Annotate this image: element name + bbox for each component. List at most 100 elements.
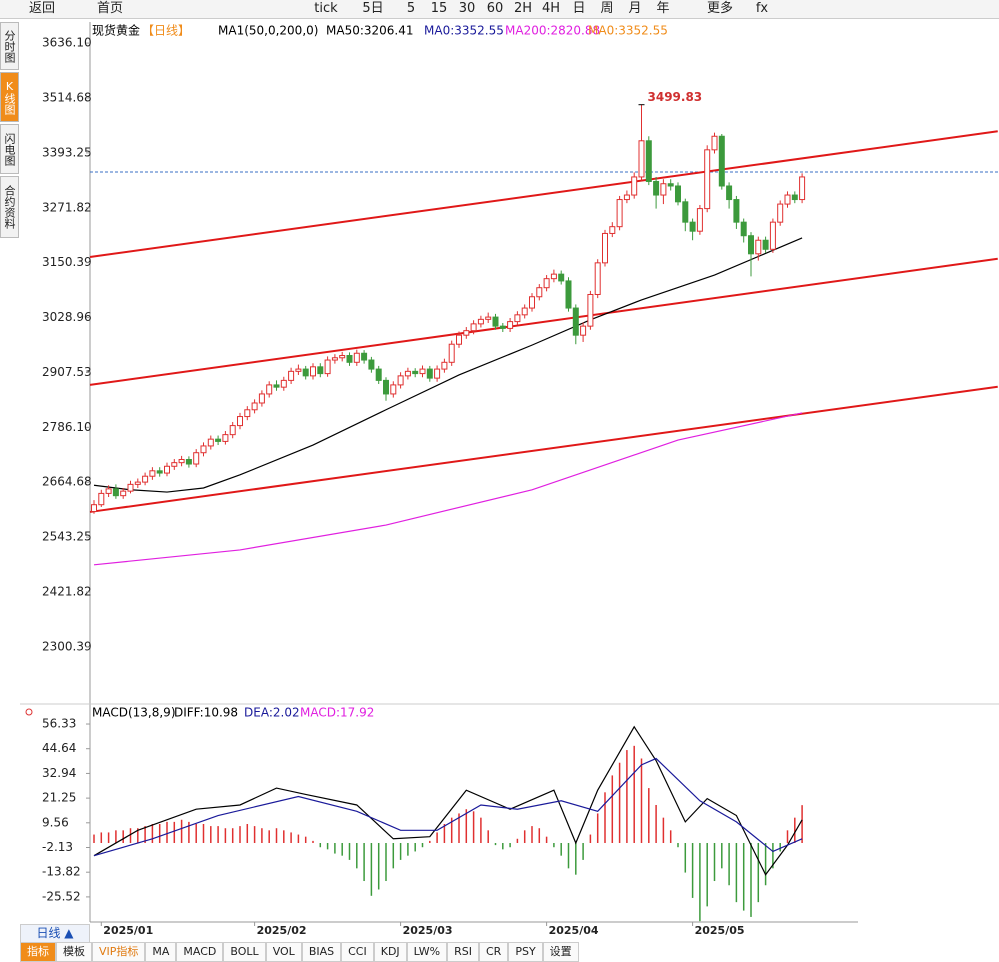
candle-body bbox=[434, 368, 441, 379]
candle-body bbox=[193, 452, 200, 465]
toolbar-button[interactable]: 30 bbox=[458, 1, 476, 16]
candle-body bbox=[339, 355, 346, 359]
candle-body bbox=[426, 368, 433, 379]
indicator-tab[interactable]: 设置 bbox=[542, 942, 579, 962]
y-tick-label: -2.13 bbox=[42, 840, 73, 854]
indicator-tab[interactable]: MA bbox=[145, 942, 177, 962]
candle-body bbox=[164, 465, 170, 474]
candle-body bbox=[726, 185, 733, 201]
chart-subtitle: 【日线】 bbox=[142, 24, 190, 38]
toolbar-button[interactable]: 5 bbox=[406, 1, 416, 16]
toolbar-button[interactable]: 更多 bbox=[706, 1, 733, 16]
toolbar-button[interactable]: 返回 bbox=[28, 1, 55, 16]
candle-body bbox=[237, 416, 243, 427]
candle-body bbox=[762, 239, 769, 250]
y-tick-label: 2664.68 bbox=[42, 475, 92, 489]
candle-body bbox=[733, 199, 740, 223]
y-tick-label: 3514.68 bbox=[42, 90, 92, 104]
toolbar-button[interactable]: 周 bbox=[600, 1, 614, 16]
candle-body bbox=[587, 293, 594, 327]
toolbar-button[interactable]: 2H bbox=[513, 1, 533, 16]
chart-title: 现货黄金 bbox=[92, 23, 140, 38]
sidebar-tab[interactable]: 闪电图 bbox=[0, 124, 19, 174]
candle-body bbox=[536, 287, 543, 298]
indicator-tab[interactable]: CR bbox=[479, 942, 509, 962]
sidebar-tab[interactable]: K线图 bbox=[0, 72, 19, 122]
candle-body bbox=[492, 316, 499, 327]
toolbar-button[interactable]: 5日 bbox=[362, 1, 384, 16]
indicator-tab[interactable]: LW% bbox=[406, 942, 448, 962]
candle-body bbox=[200, 445, 207, 454]
sidebar-tab[interactable]: 分时图 bbox=[0, 22, 19, 70]
chart: 3636.10 3514.68 3393.25 3271.82 3150.39 3028.… bbox=[20, 22, 999, 937]
toolbar-button[interactable]: 日 bbox=[572, 1, 586, 16]
y-tick-label: 2300.39 bbox=[42, 639, 92, 653]
y-tick-label: 9.56 bbox=[42, 815, 69, 829]
candle-body bbox=[558, 273, 565, 282]
candle-body bbox=[507, 321, 514, 329]
indicator-tab[interactable]: KDJ bbox=[373, 942, 407, 962]
indicator-tab[interactable]: RSI bbox=[447, 942, 479, 962]
candle-body bbox=[317, 366, 324, 375]
candle-body bbox=[594, 262, 601, 295]
candle-body bbox=[156, 470, 163, 474]
candle-body bbox=[412, 370, 419, 375]
candle-body bbox=[404, 370, 411, 377]
macd-line bbox=[93, 757, 803, 857]
candle-body bbox=[667, 183, 674, 187]
legend-entry: MA0:3352.55 bbox=[424, 24, 504, 38]
indicator-tab[interactable]: BOLL bbox=[223, 942, 266, 962]
candle-body bbox=[258, 393, 265, 404]
candle-body bbox=[375, 368, 382, 381]
legend-entry: DEA:2.02 bbox=[244, 706, 300, 720]
macd-line bbox=[93, 725, 803, 876]
candle-body bbox=[441, 361, 448, 370]
candle-body bbox=[244, 409, 251, 418]
indicator-tab[interactable]: MACD bbox=[176, 942, 224, 962]
indicator-tab[interactable]: 指标 bbox=[20, 942, 56, 962]
candle-body bbox=[456, 334, 462, 345]
indicator-label: MA1(50,0,200,0) bbox=[218, 24, 318, 38]
legend-entry: MA0:3352.55 bbox=[588, 24, 668, 38]
x-tick-label: 2025/05 bbox=[695, 924, 745, 937]
candle-body bbox=[718, 135, 725, 187]
indicator-tab[interactable]: CCI bbox=[341, 942, 374, 962]
candle-body bbox=[463, 330, 470, 336]
toolbar-button[interactable]: 月 bbox=[628, 1, 642, 16]
toolbar-button[interactable]: 首页 bbox=[96, 1, 123, 16]
toolbar-button[interactable]: 年 bbox=[656, 1, 670, 16]
candle-body bbox=[653, 180, 660, 196]
indicator-tab[interactable]: PSY bbox=[508, 942, 543, 962]
indicator-tabs: 指标 模板 VIP指标 MA MACD BOLL VOL BIAS CCI KDJ LW% RSI CR… bbox=[20, 942, 579, 962]
indicator-tab[interactable]: 模板 bbox=[56, 942, 92, 962]
candle-body bbox=[251, 402, 258, 411]
y-tick-label: 3393.25 bbox=[42, 145, 92, 159]
trendline bbox=[89, 385, 998, 513]
trendline bbox=[89, 130, 998, 258]
candle-body bbox=[682, 201, 689, 223]
period-selector[interactable]: 日线 ▲ bbox=[20, 924, 90, 943]
toolbar-button[interactable]: 4H bbox=[541, 1, 561, 16]
candle-body bbox=[740, 221, 747, 237]
toolbar-button[interactable]: 15 bbox=[430, 1, 448, 16]
toolbar-button[interactable]: fx bbox=[755, 1, 769, 16]
candle-body bbox=[791, 194, 798, 201]
toolbar-button[interactable]: tick bbox=[314, 1, 338, 16]
candle-body bbox=[748, 235, 754, 255]
candle-body bbox=[777, 203, 784, 223]
indicator-tab[interactable]: BIAS bbox=[301, 942, 342, 962]
candle-body bbox=[602, 232, 608, 264]
candle-body bbox=[799, 176, 806, 201]
candle-body bbox=[675, 185, 681, 203]
candle-body bbox=[784, 194, 791, 205]
toolbar-button[interactable]: 60 bbox=[486, 1, 504, 16]
indicator-tab[interactable]: VOL bbox=[265, 942, 302, 962]
candle-body bbox=[521, 307, 528, 316]
candle-body bbox=[616, 199, 623, 228]
y-tick-label: -13.82 bbox=[42, 865, 81, 879]
candle-body bbox=[448, 343, 455, 363]
y-tick-label: 2421.82 bbox=[42, 585, 92, 599]
indicator-tab[interactable]: VIP指标 bbox=[92, 942, 146, 962]
sidebar-tab[interactable]: 合约资料 bbox=[0, 176, 19, 238]
